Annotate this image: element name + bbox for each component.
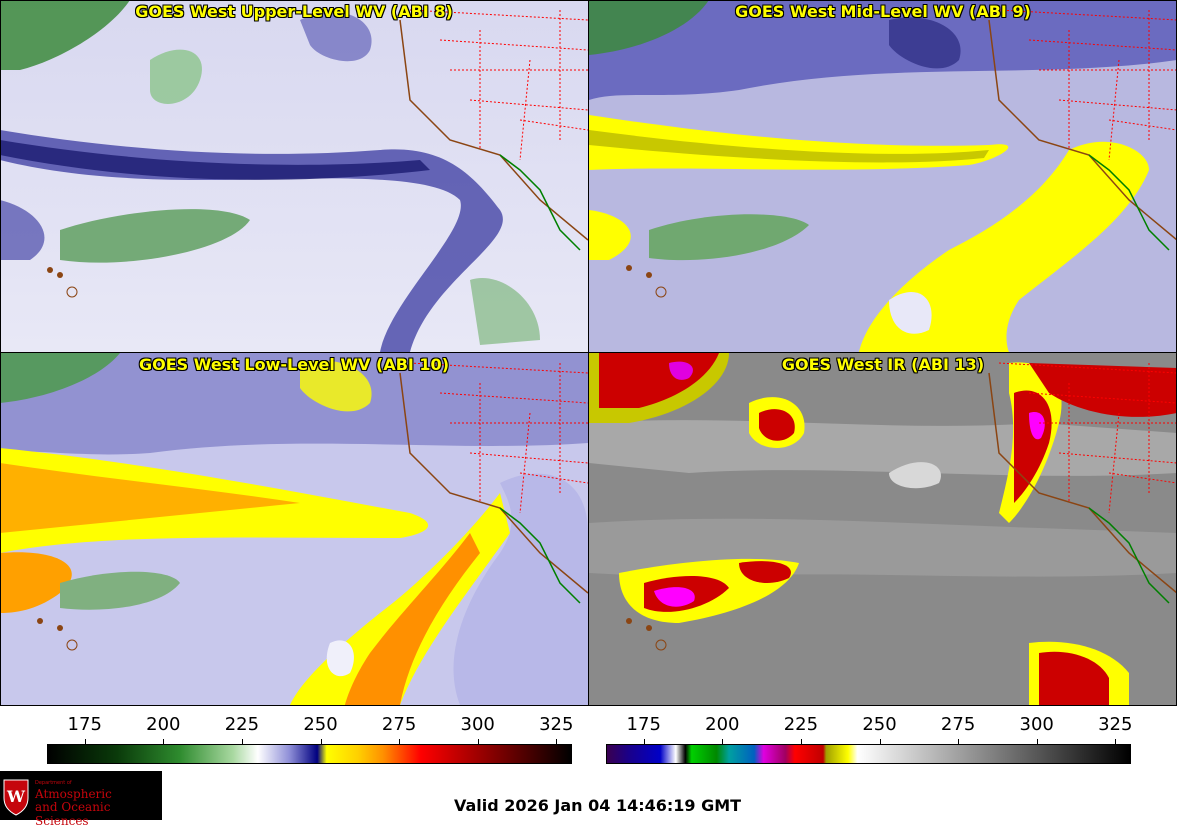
ir-colorbar-tick-mark (880, 739, 881, 744)
wv-colorbar-tick-mark (478, 739, 479, 744)
ir-colorbar-tick-mark (644, 739, 645, 744)
ir-image (589, 353, 1177, 705)
svg-text:W: W (6, 787, 26, 806)
wv-colorbar-tick-label: 175 (67, 714, 102, 735)
ir-colorbar-tick-label: 200 (705, 714, 740, 735)
panel-mid-level-wv: GOES West Mid-Level WV (ABI 9) (589, 0, 1177, 352)
ir-colorbar-tick-label: 275 (940, 714, 976, 735)
panel-title: GOES West Mid-Level WV (ABI 9) (735, 2, 1031, 21)
valid-timestamp: Valid 2026 Jan 04 14:46:19 GMT (454, 796, 742, 815)
panel-ir: GOES West IR (ABI 13) (589, 353, 1177, 705)
ir-colorbar-tick-mark (1115, 739, 1116, 744)
logo-name-line1: Atmospheric (35, 787, 112, 801)
wv-colorbar-tick-mark (85, 739, 86, 744)
wv-colorbar-tick-mark (399, 739, 400, 744)
ir-colorbar-tick-label: 250 (862, 714, 897, 735)
wv-colorbar-tick-label: 250 (303, 714, 338, 735)
uw-crest-icon: W (3, 779, 29, 816)
mid-level-wv-image (589, 0, 1177, 352)
wv-colorbar-tick-mark (321, 739, 322, 744)
wv-colorbar-tick-mark (242, 739, 243, 744)
logo-name-line2: and Oceanic Sciences (35, 800, 111, 828)
upper-level-wv-image (0, 0, 588, 352)
ir-colorbar-tick-mark (958, 739, 959, 744)
ir-colorbar-tick-label: 300 (1019, 714, 1054, 735)
panel-upper-level-wv: GOES West Upper-Level WV (ABI 8) (0, 0, 588, 352)
wv-colorbar-tick-label: 225 (224, 714, 260, 735)
logo-department-line: Department of (35, 780, 72, 786)
low-level-wv-image (0, 353, 588, 705)
wv-colorbar (47, 744, 572, 764)
ir-colorbar (606, 744, 1131, 764)
wv-colorbar-tick-label: 200 (146, 714, 181, 735)
panel-title: GOES West Low-Level WV (ABI 10) (138, 355, 449, 374)
panel-title: GOES West Upper-Level WV (ABI 8) (135, 2, 453, 21)
ir-colorbar-tick-mark (801, 739, 802, 744)
ir-colorbar-tick-label: 175 (626, 714, 661, 735)
wv-colorbar-tick-mark (163, 739, 164, 744)
ir-colorbar-tick-label: 325 (1098, 714, 1133, 735)
wv-colorbar-tick-label: 300 (460, 714, 495, 735)
ir-colorbar-tick-label: 225 (783, 714, 819, 735)
aos-logo: W Department of Atmospheric and Oceanic … (0, 771, 162, 828)
ir-colorbar-tick-mark (1037, 739, 1038, 744)
panel-title: GOES West IR (ABI 13) (781, 355, 985, 374)
wv-colorbar-tick-label: 275 (381, 714, 417, 735)
wv-colorbar-tick-label: 325 (539, 714, 574, 735)
ir-colorbar-tick-mark (722, 739, 723, 744)
panel-low-level-wv: GOES West Low-Level WV (ABI 10) (0, 353, 588, 705)
wv-colorbar-tick-mark (556, 739, 557, 744)
panel-divider-horizontal (0, 352, 1177, 353)
